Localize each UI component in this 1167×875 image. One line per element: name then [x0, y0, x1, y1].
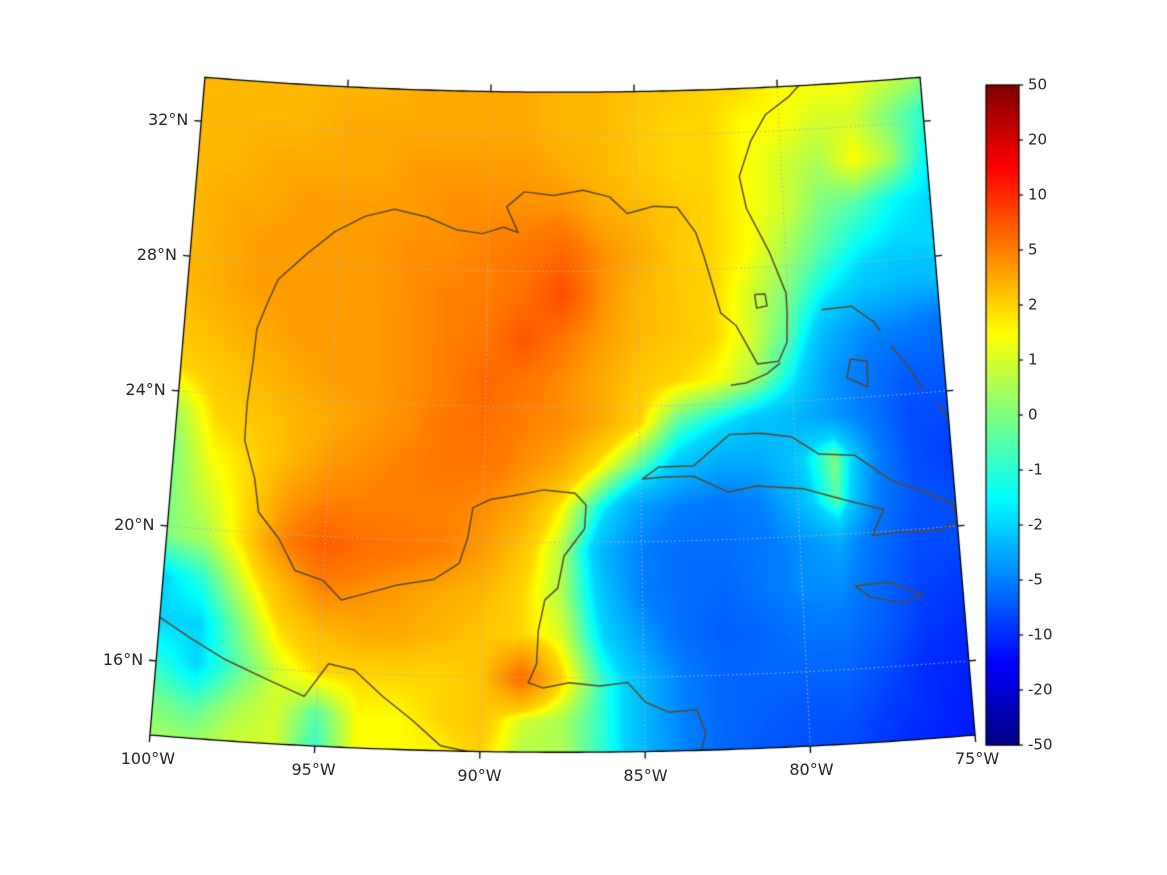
- map-canvas: [0, 0, 1167, 875]
- figure: 100°W 95°W 90°W 85°W 80°W 75°W 32°N 28°N 24°N 20°…: [0, 0, 1167, 875]
